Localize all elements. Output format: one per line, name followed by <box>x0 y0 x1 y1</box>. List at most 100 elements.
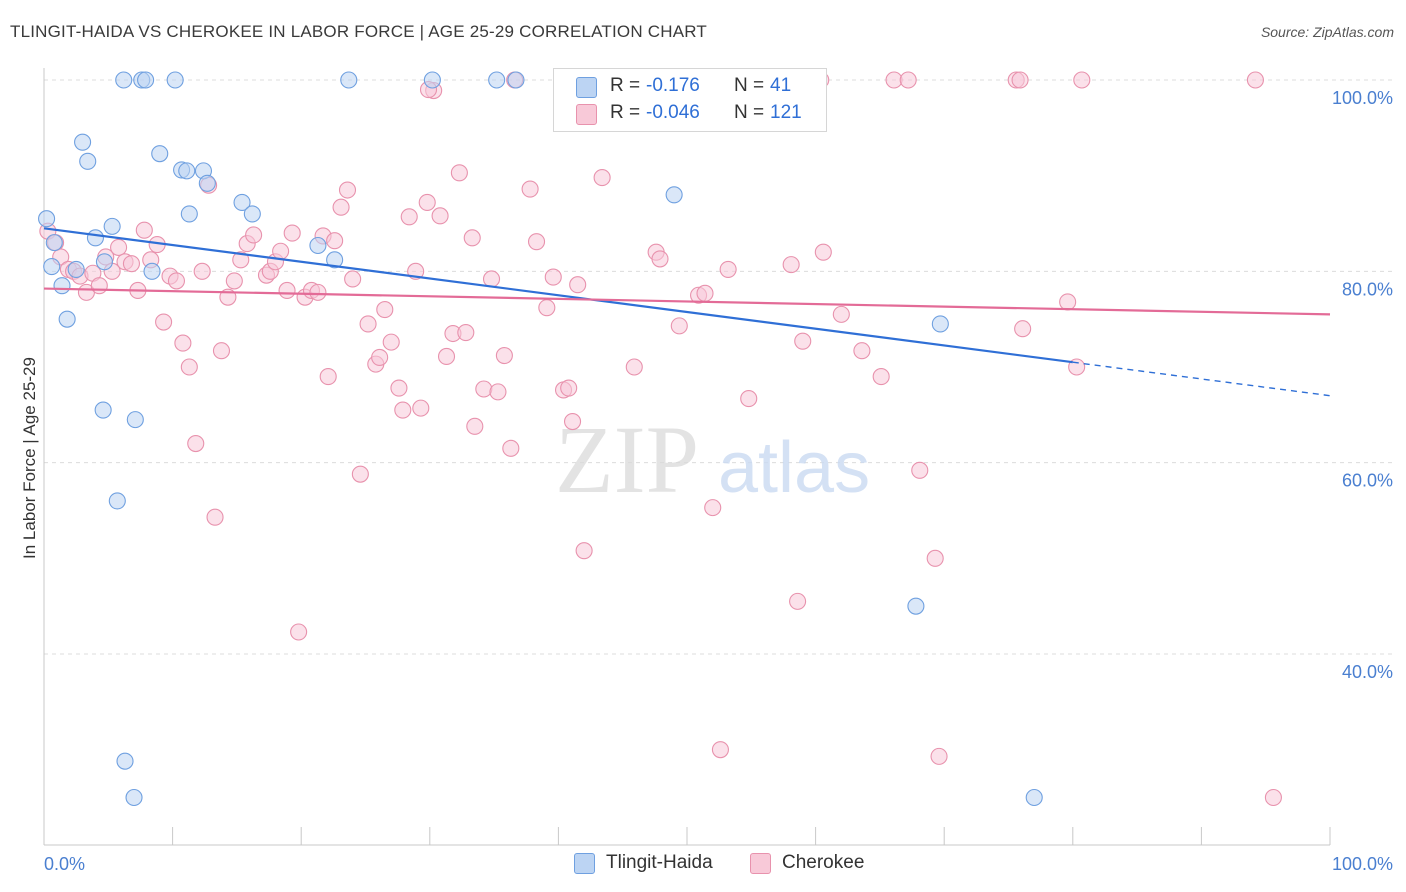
tlingit-haida-point <box>38 210 56 228</box>
cherokee-point <box>212 342 231 360</box>
tlingit-haida-point <box>233 193 251 212</box>
tlingit-haida-point <box>488 71 506 89</box>
cherokee-point <box>437 347 456 366</box>
cherokee-point <box>670 317 688 335</box>
legend-r-label: R = <box>610 102 641 123</box>
tlingit-haida-point <box>125 788 143 807</box>
cherokee-point <box>376 301 394 319</box>
x-tick-label: 100.0% <box>1332 854 1393 874</box>
tlingit-haida-point <box>326 251 344 269</box>
tlingit-haida-point <box>53 277 71 295</box>
cherokee-point <box>344 270 362 288</box>
tlingit-haida-point <box>143 262 161 280</box>
tlingit-haida-point <box>1025 788 1043 807</box>
cherokee-point <box>338 181 357 199</box>
legend-n-value: 41 <box>770 75 792 96</box>
cherokee-point <box>290 623 308 641</box>
cherokee-point <box>412 399 430 417</box>
chart-title: TLINGIT-HAIDA VS CHEROKEE IN LABOR FORCE… <box>10 22 707 41</box>
tlingit-haida-point <box>115 71 133 89</box>
cherokee-point <box>326 232 344 250</box>
tlingit-haida-point <box>137 71 155 89</box>
tlingit-haida-point <box>340 71 358 89</box>
legend-r-label: R = <box>610 75 641 96</box>
cherokee-point <box>278 281 296 300</box>
tlingit-haida-point <box>58 310 76 328</box>
tlingit-haida-point <box>243 205 261 223</box>
tlingit-haida-point <box>45 234 63 252</box>
bottom-legend-swatch <box>574 853 595 874</box>
cherokee-point <box>930 747 948 765</box>
y-tick-label: 40.0% <box>1342 662 1393 682</box>
tlingit-haida-point <box>178 162 196 180</box>
cherokee-point <box>431 207 449 225</box>
cherokee-point <box>90 277 108 295</box>
cherokee-point <box>1011 71 1029 89</box>
cherokee-point <box>174 334 192 352</box>
cherokee-point <box>351 465 369 483</box>
x-tick-label: 0.0% <box>44 854 85 874</box>
cherokee-point <box>789 592 807 610</box>
cherokee-point <box>332 198 350 216</box>
cherokee-point <box>283 224 301 242</box>
cherokee-point <box>489 383 507 401</box>
cherokee-point <box>711 741 729 759</box>
cherokee-point <box>466 417 484 435</box>
cherokee-point <box>563 412 582 431</box>
cherokee-point <box>832 305 850 323</box>
cherokee-point <box>527 233 546 251</box>
tlingit-haida-point <box>94 401 112 419</box>
tlingit-haida-point <box>43 257 61 276</box>
cherokee-point <box>696 284 714 302</box>
cherokee-point <box>521 180 539 198</box>
legend-n-label: N = <box>734 75 765 96</box>
cherokee-point <box>502 439 520 457</box>
cherokee-point <box>450 164 468 182</box>
cherokee-point <box>463 229 481 247</box>
cherokee-point <box>1246 71 1264 89</box>
cherokee-point <box>911 461 929 479</box>
cherokee-point <box>187 434 205 453</box>
legend-swatch-tlingit-haida <box>576 77 597 98</box>
tlingit-haida-point <box>86 229 104 247</box>
trend-line-cherokee <box>43 287 1331 316</box>
tlingit-haida-point <box>116 752 134 770</box>
tlingit-haida-point <box>198 174 216 192</box>
cherokee-point <box>167 272 186 290</box>
cherokee-point <box>400 208 418 226</box>
y-tick-label: 100.0% <box>1332 88 1393 108</box>
cherokee-point <box>740 390 758 408</box>
legend-r-value: -0.176 <box>646 75 700 96</box>
cherokee-point <box>206 508 224 526</box>
cherokee-point <box>814 243 832 261</box>
cherokee-point <box>155 313 173 331</box>
tlingit-haida-point <box>67 260 85 278</box>
cherokee-point <box>538 299 556 317</box>
cherokee-point <box>359 315 377 333</box>
trend-line-tlingit-haida-extension <box>1072 361 1331 397</box>
bottom-legend-swatch <box>750 853 771 874</box>
cherokee-point <box>135 221 153 239</box>
cherokee-point <box>569 276 587 294</box>
tlingit-haida-point <box>507 71 525 89</box>
cherokee-point <box>394 401 412 419</box>
cherokee-point <box>232 251 250 269</box>
tlingit-haida-point <box>907 597 925 615</box>
tlingit-haida-point <box>74 133 92 151</box>
cherokee-point <box>382 333 400 351</box>
cherokee-point <box>719 260 737 278</box>
cherokee-point <box>122 255 140 273</box>
cherokee-point <box>457 324 475 342</box>
cherokee-point <box>475 380 493 398</box>
cherokee-point <box>794 332 812 350</box>
trend-line-tlingit-haida <box>43 227 1073 364</box>
series-cherokee-points <box>39 71 1282 807</box>
cherokee-point <box>495 346 513 365</box>
cherokee-point <box>482 270 501 288</box>
cherokee-point <box>319 368 337 386</box>
tlingit-haida-point <box>166 71 184 89</box>
cherokee-point <box>560 379 578 397</box>
trend-lines <box>43 227 1331 397</box>
series-tlingit-haida-points <box>38 71 1043 807</box>
